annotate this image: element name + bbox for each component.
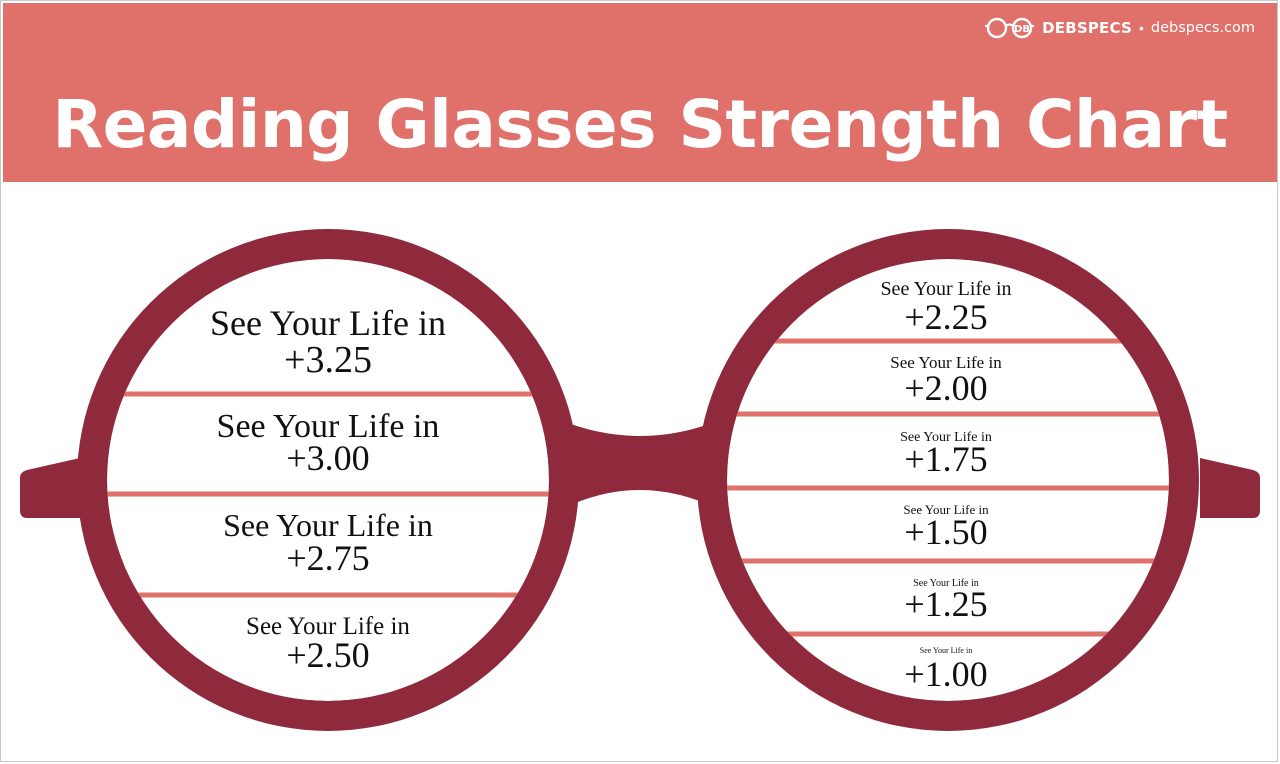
right-lens-caption: See Your Life in xyxy=(900,430,992,445)
brand-separator: • xyxy=(1138,20,1144,36)
right-lens-strength: +2.25 xyxy=(904,297,987,337)
right-lens-divider xyxy=(727,485,1169,491)
brand[interactable]: DB DEBSPECS • debspecs.com xyxy=(984,15,1255,41)
right-lens-dividers xyxy=(727,338,1169,637)
brand-name: DEBSPECS xyxy=(1042,19,1132,37)
left-lens-divider xyxy=(107,491,549,497)
left-lens-strength: +3.25 xyxy=(284,339,372,381)
left-lens-strength: +3.00 xyxy=(286,438,369,478)
right-lens-divider xyxy=(727,338,1169,344)
right-lens-caption: See Your Life in xyxy=(880,278,1011,300)
left-lens-caption: See Your Life in xyxy=(210,303,446,343)
glasses-db-logo-icon: DB xyxy=(985,17,1035,39)
right-lens-strength: +1.50 xyxy=(904,512,987,552)
right-lens-strength: +1.00 xyxy=(904,654,987,694)
header-banner: DB DEBSPECS • debspecs.com Reading Glass… xyxy=(3,3,1277,182)
right-lens-caption: See Your Life in xyxy=(890,353,1002,372)
left-lens-divider xyxy=(107,391,549,397)
left-lens-divider xyxy=(107,592,549,598)
left-lens-caption: See Your Life in xyxy=(223,507,433,543)
page-title: Reading Glasses Strength Chart xyxy=(52,86,1228,163)
left-lens-caption: See Your Life in xyxy=(217,408,440,445)
left-lens-dividers xyxy=(107,391,549,598)
right-lens-strength: +1.25 xyxy=(904,584,987,624)
right-lens-strength: +1.75 xyxy=(904,439,987,479)
left-temple-arm xyxy=(20,458,80,518)
right-lens-divider xyxy=(727,411,1169,417)
left-lens-strength: +2.75 xyxy=(286,538,369,578)
right-lens-caption: See Your Life in xyxy=(920,646,972,655)
svg-text:DB: DB xyxy=(1014,24,1030,35)
right-lens-divider xyxy=(727,558,1169,564)
nose-bridge xyxy=(560,420,720,510)
right-lens-strength: +2.00 xyxy=(904,368,987,408)
brand-url[interactable]: debspecs.com xyxy=(1150,20,1255,36)
right-lens-divider xyxy=(727,631,1169,637)
right-lens-caption: See Your Life in xyxy=(903,502,989,517)
left-lens-strength: +2.50 xyxy=(286,635,369,675)
right-temple-arm xyxy=(1200,458,1260,518)
right-lens-caption: See Your Life in xyxy=(913,578,979,589)
left-lens-caption: See Your Life in xyxy=(246,613,410,640)
